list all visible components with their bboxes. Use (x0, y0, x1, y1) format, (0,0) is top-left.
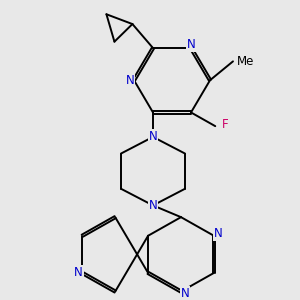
Text: N: N (214, 227, 222, 240)
Text: N: N (148, 130, 158, 143)
Text: N: N (181, 287, 189, 300)
Text: Me: Me (237, 55, 255, 68)
Text: F: F (222, 118, 229, 131)
Text: N: N (187, 38, 195, 51)
Text: N: N (74, 266, 82, 279)
Text: N: N (148, 199, 158, 212)
Text: N: N (126, 74, 134, 87)
